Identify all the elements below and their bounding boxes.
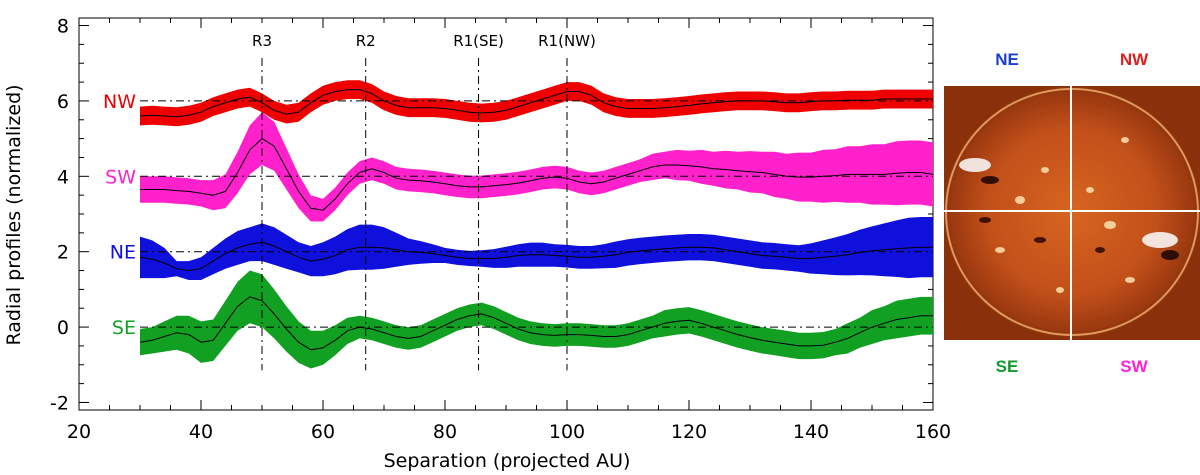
x-tick-label: 100	[549, 421, 585, 443]
quadrant-label-ne: NE	[995, 50, 1019, 69]
line-nw	[139, 89, 933, 118]
x-tick-label: 160	[915, 421, 951, 443]
line-ne	[139, 241, 933, 272]
inset-quadrant-labels: NE NW SE SW	[995, 50, 1149, 376]
x-tick-label: 80	[433, 421, 457, 443]
series-label-sw: SW	[105, 166, 136, 188]
band-se	[140, 270, 933, 369]
x-tick-label: 40	[189, 421, 213, 443]
marker-label: R2	[356, 32, 376, 50]
y-tick-label: 4	[57, 166, 69, 188]
band-nw	[140, 80, 933, 127]
series-label-se: SE	[112, 317, 136, 339]
band-ne	[140, 217, 933, 280]
band-sw	[140, 112, 933, 222]
marker-label: R1(NW)	[538, 32, 596, 50]
line-se	[139, 296, 933, 351]
chart-plot: 20 40 60 80 100 120 140 160 -2 0 2 4 6 8 NW SW NE SE R3 R2 R…	[50, 16, 951, 443]
quadrant-label-nw: NW	[1120, 50, 1149, 69]
quadrant-label-se: SE	[996, 357, 1019, 376]
x-tick-label: 140	[793, 421, 829, 443]
y-tick-label: 8	[57, 16, 69, 38]
y-axis-title: Radial profiles (normalized)	[3, 84, 25, 345]
line-sw	[140, 137, 934, 211]
quadrant-label-sw: SW	[1120, 357, 1148, 376]
marker-label: R1(SE)	[453, 32, 504, 50]
x-tick-label: 60	[311, 421, 335, 443]
inset-panel: NE NW SE SW	[944, 50, 1200, 376]
series-label-nw: NW	[103, 91, 136, 113]
y-tick-label: 2	[57, 242, 69, 264]
series-label-ne: NE	[110, 242, 136, 264]
marker-label: R3	[252, 32, 272, 50]
y-tick-label: 0	[57, 317, 69, 339]
x-tick-label: 20	[67, 421, 91, 443]
inset-speckles	[959, 137, 1179, 293]
x-axis-title: Separation (projected AU)	[384, 450, 631, 472]
y-tick-label: 6	[57, 91, 69, 113]
x-tick-label: 120	[671, 421, 707, 443]
y-tick-label: -2	[50, 392, 69, 414]
